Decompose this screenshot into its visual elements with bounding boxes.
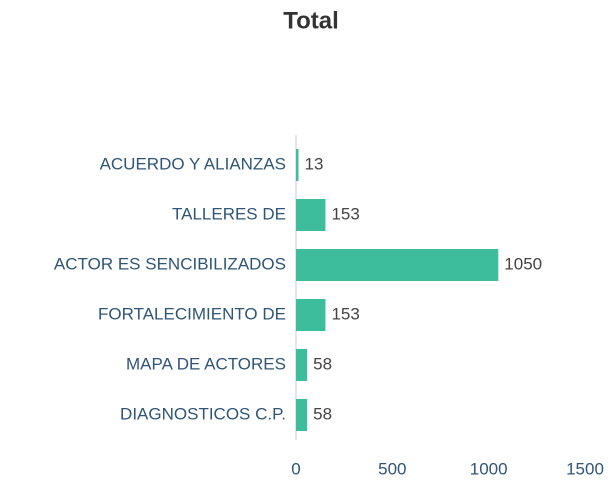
bar bbox=[296, 399, 308, 431]
value-label: 58 bbox=[313, 404, 332, 423]
bar bbox=[296, 149, 299, 181]
x-tick-label: 500 bbox=[378, 459, 406, 478]
value-label: 13 bbox=[305, 154, 324, 173]
chart-title: Total bbox=[283, 7, 339, 34]
y-tick-label: FORTALECIMIENTO DE bbox=[98, 304, 286, 323]
bar bbox=[296, 249, 499, 281]
y-tick-label: ACTOR ES SENCIBILIZADOS bbox=[54, 254, 286, 273]
y-tick-label: ACUERDO Y ALIANZAS bbox=[100, 154, 286, 173]
value-label: 153 bbox=[331, 204, 359, 223]
y-tick-label: MAPA DE ACTORES bbox=[126, 354, 286, 373]
bar bbox=[296, 299, 326, 331]
bar bbox=[296, 349, 308, 381]
y-tick-label: DIAGNOSTICOS C.P. bbox=[120, 404, 286, 423]
x-tick-label: 0 bbox=[291, 459, 300, 478]
x-tick-label: 1500 bbox=[566, 459, 604, 478]
bar bbox=[296, 199, 326, 231]
x-tick-label: 1000 bbox=[470, 459, 508, 478]
y-tick-label: TALLERES DE bbox=[172, 204, 286, 223]
value-label: 1050 bbox=[504, 254, 542, 273]
value-label: 153 bbox=[331, 304, 359, 323]
value-label: 58 bbox=[313, 354, 332, 373]
